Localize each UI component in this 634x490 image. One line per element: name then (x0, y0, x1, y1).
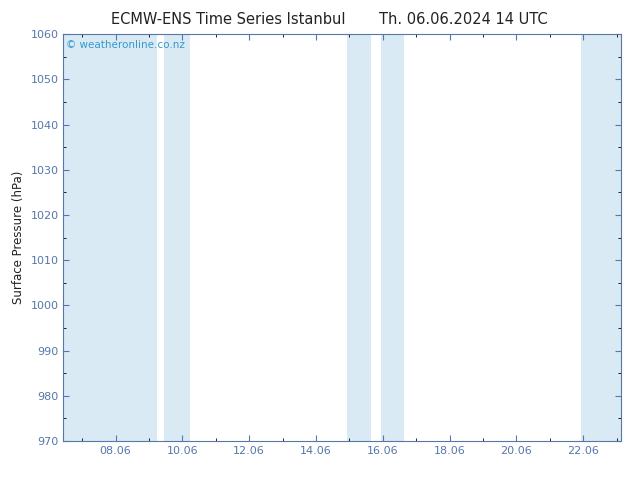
Bar (581, 34, 621, 441)
Bar (347, 34, 371, 441)
Text: ECMW-ENS Time Series Istanbul: ECMW-ENS Time Series Istanbul (111, 12, 346, 27)
Bar (63, 34, 157, 441)
Text: Th. 06.06.2024 14 UTC: Th. 06.06.2024 14 UTC (378, 12, 547, 27)
Y-axis label: Surface Pressure (hPa): Surface Pressure (hPa) (12, 171, 25, 304)
Bar (164, 34, 190, 441)
Text: © weatheronline.co.nz: © weatheronline.co.nz (66, 40, 185, 50)
Bar (381, 34, 404, 441)
